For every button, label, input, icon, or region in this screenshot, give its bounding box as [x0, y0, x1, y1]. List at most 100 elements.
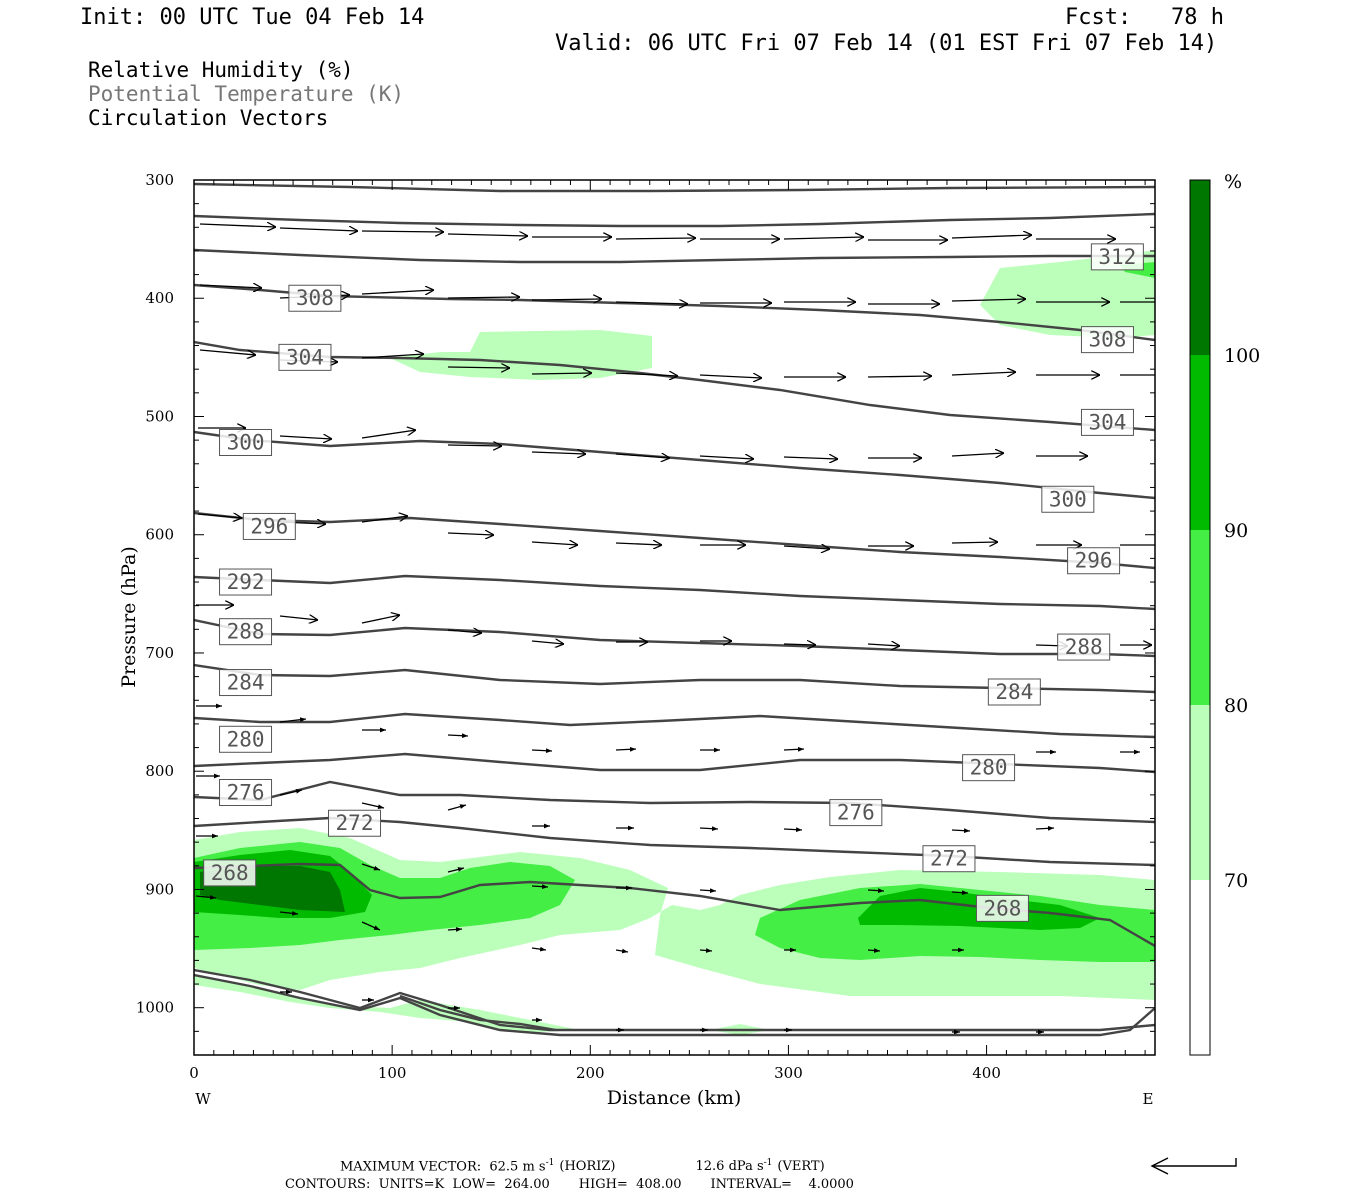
colorbar-label-70: 70 [1224, 870, 1248, 892]
vector-arrow [361, 615, 400, 624]
theta-label-box [1080, 326, 1134, 354]
colorbar: % 100 90 80 70 [1189, 171, 1260, 1056]
forecast-hour: Fcst: 78 h [1065, 5, 1224, 30]
vector-arrow [361, 863, 381, 871]
x-axis-west-label: W [195, 1090, 211, 1108]
vector-arrow [867, 644, 900, 646]
vector-arrow [279, 788, 303, 796]
max-vector-info: MAXIMUM VECTOR: 62.5 m s-1 (HORIZ) 12.6 dP… [340, 1158, 825, 1174]
valid-time: Valid: 06 UTC Fri 07 Feb 14 (01 EST Fri … [555, 31, 1218, 56]
theta-label: 308 [296, 286, 334, 310]
vector-arrow [867, 888, 885, 894]
theta-contour-surface [399, 994, 557, 1032]
theta-contour [194, 182, 1155, 193]
theta-label: 300 [1049, 487, 1087, 511]
theta-label-box [829, 799, 883, 827]
theta-label: 308 [1088, 328, 1126, 352]
theta-label: 272 [930, 847, 968, 871]
theta-label: 292 [227, 570, 265, 594]
vector-arrow [951, 372, 1016, 375]
vector-arrow [361, 921, 381, 931]
vector-arrow [951, 890, 969, 896]
theta-contour [194, 430, 1155, 500]
theta-label-box [219, 429, 273, 456]
vector-arrow [447, 804, 467, 811]
y-tick-label: 600 [145, 526, 174, 544]
theta-label: 312 [1098, 245, 1136, 269]
max-vector-horiz-label: (HORIZ) [559, 1159, 616, 1175]
theta-label-box [1067, 547, 1121, 575]
vector-arrow [783, 457, 838, 459]
plot-frame [193, 179, 1156, 1056]
x-tick-label: 200 [576, 1064, 605, 1082]
vector-arrow [531, 299, 602, 300]
vector-arrow [361, 354, 424, 358]
vector-arrow [447, 733, 469, 739]
y-axis-title: Pressure (hPa) [118, 546, 140, 688]
contours-info: CONTOURS: UNITS=K LOW= 264.00 HIGH= 408.… [285, 1177, 854, 1192]
y-tick-label: 1000 [136, 999, 174, 1017]
vector-arrow [615, 746, 637, 752]
theta-label: 276 [837, 801, 875, 825]
vector-arrow [279, 436, 332, 439]
y-tick-label: 900 [145, 880, 174, 898]
vector-arrow [615, 238, 696, 239]
y-tick-label: 700 [145, 644, 174, 662]
rh70-patch-mid [390, 330, 652, 380]
vector-arrow [531, 542, 578, 545]
vector-arrow [447, 927, 463, 932]
vector-arrow [699, 948, 713, 953]
x-tick-label: 0 [189, 1064, 199, 1082]
vector-arrow [447, 867, 465, 873]
theta-label-box [1090, 243, 1144, 271]
vector-arrow [951, 542, 998, 543]
field-theta-title: Potential Temperature (K) [88, 82, 405, 106]
theta-label-box [1080, 408, 1134, 436]
colorbar-unit: % [1224, 171, 1242, 193]
vector-arrow [531, 452, 586, 454]
vector-arrow [279, 910, 299, 916]
vector-arrow [361, 231, 444, 232]
vector-arrow [531, 946, 547, 952]
vector-arrow [361, 516, 408, 523]
vector-arrow [279, 228, 358, 231]
axis-ticks [193, 179, 1155, 1056]
vector-arrow [951, 828, 971, 834]
rh70-patch-upper-right [980, 250, 1155, 338]
vector-arrow [447, 445, 502, 446]
theta-label-box [242, 512, 296, 540]
vector-arrow [783, 644, 816, 645]
y-tick-label: 300 [145, 171, 174, 189]
vector-arrow [199, 349, 256, 355]
theta-contour [194, 212, 1155, 228]
theta-label: 296 [250, 514, 288, 538]
theta-label: 280 [227, 727, 265, 751]
theta-label-box [987, 678, 1041, 706]
axis-tick-labels: 0 100 200 300 400 300 400 500 600 700 800 900 1000 [136, 171, 1001, 1082]
vector-arrow [783, 237, 864, 239]
theta-label: 300 [227, 431, 265, 455]
vector-arrow [197, 514, 242, 518]
x-tick-label: 300 [774, 1064, 803, 1082]
theta-contour [194, 780, 1155, 824]
theta-label-box [975, 894, 1029, 922]
x-axis-east-label: E [1143, 1090, 1154, 1108]
vector-arrow [951, 235, 1032, 238]
vector-arrow [783, 546, 830, 549]
vector-arrow [279, 717, 307, 723]
theta-label-box [1041, 485, 1095, 513]
vector-arrow [615, 454, 670, 458]
theta-label: 284 [995, 680, 1033, 704]
vector-arrow [615, 302, 688, 304]
theta-label: 288 [227, 620, 265, 644]
vector-arrow [361, 290, 434, 294]
vector-arrow [615, 373, 678, 376]
rh70-low-layer [194, 828, 1155, 1000]
theta-label-box [328, 809, 382, 837]
reference-vector [1150, 1157, 1237, 1175]
vector-arrow [699, 826, 719, 832]
vector-arrow [199, 285, 262, 288]
theta-label-box [1057, 633, 1111, 661]
vector-arrow [783, 827, 803, 833]
